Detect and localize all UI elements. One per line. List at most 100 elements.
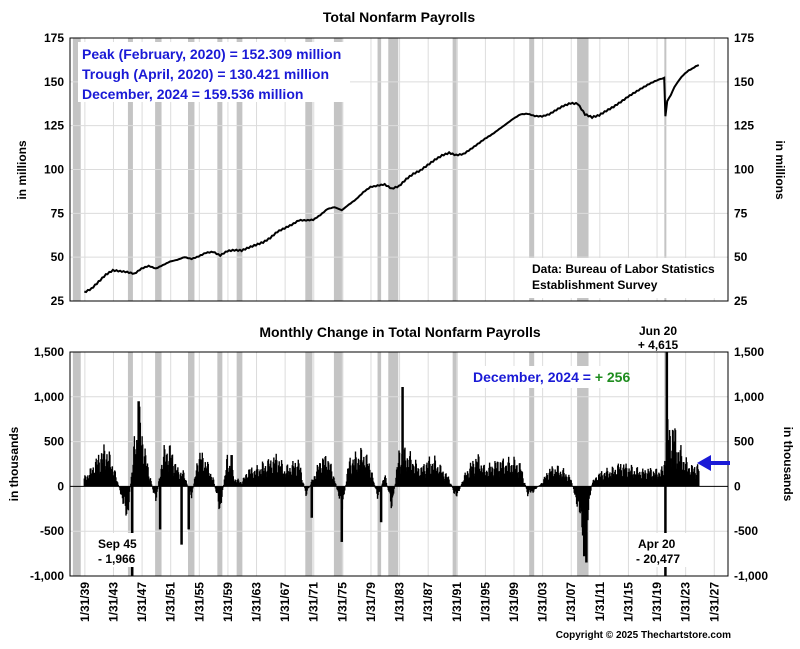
bottom-recession-band — [377, 352, 382, 576]
bottom-recession-band — [452, 352, 458, 576]
top-y-tick-right: 100 — [734, 163, 754, 177]
x-tick-label: 1/31/19 — [650, 582, 664, 622]
apr20-callout-label: Apr 20 — [638, 537, 676, 551]
x-tick-label: 1/31/27 — [707, 582, 721, 622]
top-y-tick-left: 25 — [51, 294, 65, 308]
top-y-tick-left: 100 — [44, 163, 64, 177]
bottom-x-tick-labels: 1/31/39 1/31/43 1/31/47 1/31/51 1/31/55 1/31/… — [78, 582, 721, 622]
x-tick-label: 1/31/11 — [593, 582, 607, 622]
bottom-y-tick-right: 0 — [734, 479, 741, 493]
top-annotation-box — [78, 42, 350, 102]
top-y-tick-right: 50 — [734, 250, 748, 264]
top-y-tick-left: 175 — [44, 31, 64, 45]
bottom-y-axis-label-left: in thousands — [7, 426, 21, 501]
bottom-y-tick-right: 500 — [734, 435, 754, 449]
x-tick-label: 1/31/07 — [564, 582, 578, 622]
bottom-recession-band — [305, 352, 313, 576]
top-y-tick-right: 175 — [734, 31, 754, 45]
top-plot-frame — [69, 37, 729, 302]
bottom-recession-band — [333, 352, 344, 576]
latest-annotation: December, 2024 = 159.536 million — [82, 86, 303, 102]
bottom-y-tick-right: 1,000 — [734, 390, 764, 404]
x-tick-label: 1/31/51 — [164, 582, 178, 622]
bottom-y-tick-left: 1,000 — [34, 390, 64, 404]
apr20-callout-box — [633, 533, 691, 567]
bottom-y-tick-left: -500 — [40, 524, 64, 538]
bottom-recession-bands — [72, 352, 667, 576]
total-payrolls-line — [84, 64, 700, 294]
x-tick-label: 1/31/87 — [421, 582, 435, 622]
top-y-tick-left: 75 — [51, 206, 65, 220]
source-note-line-1: Data: Bureau of Labor Statistics — [532, 262, 715, 276]
bottom-recession-band — [577, 352, 589, 576]
x-tick-label: 1/31/15 — [621, 582, 635, 622]
x-tick-label: 1/31/63 — [250, 582, 264, 622]
sep45-callout-label: Sep 45 — [98, 537, 137, 551]
dec-2024-annotation-prefix: December, 2024 = — [473, 369, 595, 385]
bottom-recession-band — [388, 352, 399, 576]
x-tick-label: 1/31/39 — [78, 582, 92, 622]
x-tick-label: 1/31/55 — [192, 582, 206, 622]
bottom-recession-band — [529, 352, 535, 576]
x-tick-label: 1/31/75 — [335, 582, 349, 622]
bottom-y-tick-right: -1,000 — [734, 569, 768, 583]
bottom-y-axis-label-right: in thousands — [781, 427, 795, 502]
bottom-y-tick-left: 0 — [57, 479, 64, 493]
x-tick-label: 1/31/47 — [135, 582, 149, 622]
top-y-tick-left: 125 — [44, 119, 64, 133]
x-tick-label: 1/31/59 — [221, 582, 235, 622]
bottom-y-tick-right: 1,500 — [734, 345, 764, 359]
dec-2024-annotation: December, 2024 = + 256 — [473, 369, 630, 385]
dec-2024-annotation-box — [470, 366, 628, 388]
arrow-head — [697, 455, 711, 471]
top-y-tick-right: 25 — [734, 294, 748, 308]
top-chart-title: Total Nonfarm Payrolls — [323, 9, 475, 25]
trough-annotation: Trough (April, 2020) = 130.421 million — [82, 66, 329, 82]
bottom-recession-band — [127, 352, 133, 576]
dec-2024-annotation-value: + 256 — [595, 369, 631, 385]
x-tick-label: 1/31/99 — [507, 582, 521, 622]
source-note-box — [527, 258, 725, 298]
bottom-y-tick-left: 500 — [44, 435, 64, 449]
bottom-y-tick-right: -500 — [734, 524, 758, 538]
bottom-recession-band — [217, 352, 223, 576]
bottom-recession-band — [155, 352, 162, 576]
latest-value-arrow — [697, 455, 730, 471]
x-tick-label: 1/31/79 — [364, 582, 378, 622]
top-y-tick-right: 75 — [734, 206, 748, 220]
top-y-tick-left: 150 — [44, 75, 64, 89]
x-tick-label: 1/31/95 — [478, 582, 492, 622]
sep45-callout-value: - 1,966 — [98, 552, 136, 566]
top-y-tick-right: 125 — [734, 119, 754, 133]
bottom-chart-title: Monthly Change in Total Nonfarm Payrolls — [259, 324, 541, 340]
apr20-callout-value: - 20,477 — [636, 552, 680, 566]
x-tick-label: 1/31/71 — [307, 582, 321, 622]
top-panel: 25 25 50 50 75 75 100 100 125 125 150 150 175 175 Tot… — [15, 9, 787, 308]
bottom-recession-band — [188, 352, 195, 576]
top-y-tick-right: 150 — [734, 75, 754, 89]
x-tick-label: 1/31/91 — [450, 582, 464, 622]
source-note-line-2: Establishment Survey — [532, 278, 658, 292]
bottom-recession-band — [236, 352, 243, 576]
top-y-tick-labels: 25 25 50 50 75 75 100 100 125 125 150 150 175 175 — [44, 31, 754, 308]
copyright: Copyright © 2025 Thechartstore.com — [556, 630, 731, 641]
bottom-y-tick-labels: -1,000 -1,000 -500 -500 0 0 500 500 1,000 1,000 1,… — [30, 345, 768, 583]
top-y-tick-left: 50 — [51, 250, 65, 264]
bottom-y-tick-left: -1,000 — [30, 569, 64, 583]
top-y-axis-label-right: in millions — [773, 140, 787, 200]
x-tick-label: 1/31/67 — [278, 582, 292, 622]
x-tick-label: 1/31/23 — [679, 582, 693, 622]
jun20-callout-value: + 4,615 — [638, 338, 679, 352]
x-tick-label: 1/31/83 — [393, 582, 407, 622]
x-tick-label: 1/31/43 — [106, 582, 120, 622]
jun20-callout-label: Jun 20 — [639, 324, 677, 338]
x-tick-label: 1/31/03 — [536, 582, 550, 622]
bottom-recession-band — [72, 352, 81, 576]
sep45-callout-box — [93, 533, 141, 567]
top-y-axis-label-left: in millions — [15, 140, 29, 200]
bottom-panel: -1,000 -1,000 -500 -500 0 0 500 500 1,000 1,000 1,… — [7, 324, 795, 622]
bottom-y-tick-left: 1,500 — [34, 345, 64, 359]
peak-annotation: Peak (February, 2020) = 152.309 million — [82, 46, 341, 62]
